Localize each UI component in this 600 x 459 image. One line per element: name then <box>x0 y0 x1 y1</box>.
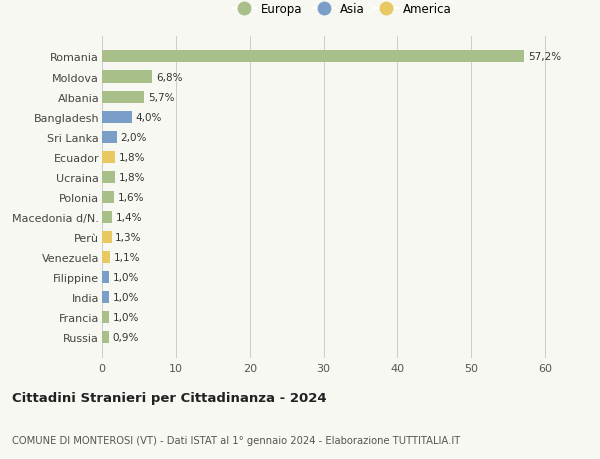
Bar <box>102 71 152 84</box>
Bar <box>102 311 109 324</box>
Text: 57,2%: 57,2% <box>528 52 561 62</box>
Bar <box>102 51 524 63</box>
Legend: Europa, Asia, America: Europa, Asia, America <box>230 1 454 18</box>
Text: 5,7%: 5,7% <box>148 92 174 102</box>
Bar <box>102 291 109 303</box>
Text: 1,8%: 1,8% <box>119 173 145 182</box>
Bar <box>102 151 115 163</box>
Bar <box>102 252 110 263</box>
Bar <box>102 191 114 203</box>
Text: 1,8%: 1,8% <box>119 152 145 162</box>
Bar <box>102 331 109 343</box>
Bar <box>102 231 112 243</box>
Bar <box>102 171 115 183</box>
Text: 1,0%: 1,0% <box>113 313 139 322</box>
Text: 1,0%: 1,0% <box>113 272 139 282</box>
Bar <box>102 91 144 103</box>
Text: 1,0%: 1,0% <box>113 292 139 302</box>
Bar <box>102 112 131 123</box>
Bar <box>102 271 109 283</box>
Text: 1,3%: 1,3% <box>115 232 142 242</box>
Text: 4,0%: 4,0% <box>135 112 161 123</box>
Text: 6,8%: 6,8% <box>156 73 182 82</box>
Text: 1,6%: 1,6% <box>118 192 144 202</box>
Text: 0,9%: 0,9% <box>112 332 139 342</box>
Text: 1,1%: 1,1% <box>114 252 140 263</box>
Text: 1,4%: 1,4% <box>116 213 143 222</box>
Bar <box>102 131 117 143</box>
Bar <box>102 212 112 224</box>
Text: 2,0%: 2,0% <box>121 132 147 142</box>
Text: COMUNE DI MONTEROSI (VT) - Dati ISTAT al 1° gennaio 2024 - Elaborazione TUTTITAL: COMUNE DI MONTEROSI (VT) - Dati ISTAT al… <box>12 435 460 445</box>
Text: Cittadini Stranieri per Cittadinanza - 2024: Cittadini Stranieri per Cittadinanza - 2… <box>12 391 326 404</box>
